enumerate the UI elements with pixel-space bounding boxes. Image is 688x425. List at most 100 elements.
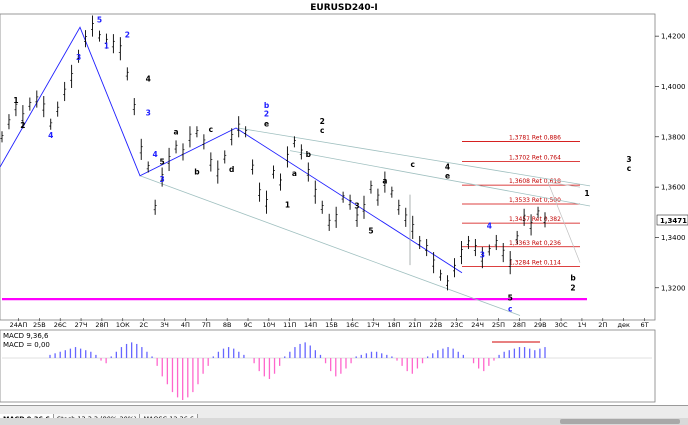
wave-label: 1	[13, 96, 18, 105]
forecast-line	[547, 181, 581, 263]
wave-label: c	[508, 305, 512, 314]
forecast-line	[547, 181, 581, 188]
wave-label: 5	[368, 227, 373, 236]
wave-label: 3	[626, 155, 631, 164]
wave-label: 4	[153, 150, 158, 159]
y-tick-label: 1,4000	[661, 83, 686, 91]
x-tick-label: 8В	[223, 321, 232, 329]
wave-label: b	[264, 101, 270, 110]
channel-mid-line	[289, 150, 591, 207]
wave-label: 4	[146, 74, 151, 83]
x-tick-label: 24Ч	[471, 321, 484, 329]
channel-upper-line	[237, 127, 591, 187]
wave-label: 1	[285, 200, 290, 209]
wave-label: 3	[146, 108, 151, 117]
x-tick-label: 1Ч	[578, 321, 587, 329]
x-tick-label: 17Ч	[367, 321, 380, 329]
x-tick-label: 27Ч	[75, 321, 88, 329]
wave-label: 4	[487, 222, 492, 231]
x-tick-label: 9С	[244, 321, 253, 329]
wave-label: 2	[125, 30, 130, 39]
wave-label: c	[411, 160, 415, 169]
x-tick-label: 22В	[429, 321, 442, 329]
wave-label: d	[229, 165, 234, 174]
x-tick-label: 25В	[33, 321, 46, 329]
retracement-label: 1,3457 Ret 0,382	[509, 216, 561, 223]
retracement-label: 1,3533 Ret 0,500	[509, 197, 561, 204]
macd-panel	[0, 329, 656, 403]
retracement-label: 1,3702 Ret 0,764	[509, 154, 561, 161]
x-tick-label: 30С	[555, 321, 568, 329]
x-tick-label: 28П	[95, 321, 108, 329]
retracement-label: 1,3781 Ret 0,886	[509, 135, 561, 142]
wave-label: 2	[320, 117, 325, 126]
current-price-tag	[656, 214, 688, 226]
wave-label: b	[570, 273, 576, 282]
wave-label: 2	[570, 283, 575, 292]
wave-label: 2	[264, 110, 269, 119]
x-tick-label: 25П	[492, 321, 505, 329]
wave-label: e	[264, 120, 269, 129]
scrollbar-thumb[interactable]	[560, 419, 680, 424]
wave-label: 3	[160, 175, 165, 184]
x-tick-label: 11П	[283, 321, 296, 329]
price-panel	[0, 13, 656, 321]
wave-label: 3	[354, 202, 359, 211]
x-tick-label: 29В	[534, 321, 547, 329]
y-tick-label: 1,3800	[661, 133, 686, 141]
wave-label: 3	[76, 53, 81, 62]
y-tick-label: 1,3400	[661, 234, 686, 242]
x-tick-label: 26С	[54, 321, 67, 329]
wave-label: c	[320, 126, 324, 135]
x-tick-label: дек	[617, 321, 629, 329]
wave-label: b	[306, 150, 312, 159]
y-tick-label: 1,4200	[661, 33, 686, 41]
channel-lower-line	[139, 175, 521, 316]
y-tick-label: 1,3200	[661, 284, 686, 292]
wave-label: 5	[508, 293, 513, 302]
chart-title: EURUSD240-I	[310, 3, 378, 13]
x-tick-label: 15В	[325, 321, 338, 329]
wave-label: 1	[104, 42, 109, 51]
current-price-label: 1,3471	[660, 217, 687, 225]
macd-value-label: MACD = 0,00	[3, 341, 50, 349]
wave-label: c	[627, 164, 631, 173]
horizontal-scrollbar[interactable]	[0, 418, 688, 425]
x-tick-label: 16С	[346, 321, 359, 329]
x-tick-label: 6Т	[641, 321, 649, 329]
x-tick-label: 3Ч	[160, 321, 169, 329]
wave-label: 4	[48, 131, 53, 140]
wave-label: 3	[480, 251, 485, 260]
y-tick-label: 1,3600	[661, 184, 686, 192]
wave-label: b	[194, 168, 200, 177]
x-tick-label: 2С	[139, 321, 148, 329]
wave-label: a	[174, 127, 179, 136]
wave-label: a	[292, 169, 297, 178]
wave-label: c	[209, 125, 213, 134]
x-tick-label: 10Ч	[263, 321, 276, 329]
wave-label: 1	[584, 189, 589, 198]
x-tick-label: 28П	[513, 321, 526, 329]
x-tick-label: 23С	[450, 321, 463, 329]
wave-label: 4	[445, 163, 450, 172]
retracement-label: 1,3284 Ret 0,114	[509, 260, 561, 267]
indicator-tabs: MACD 9,36,6Stoch 13,3,3 (80%-20%)MAOSC 1…	[0, 405, 688, 425]
macd-label: MACD 9,36,6	[3, 332, 49, 340]
x-tick-label: 18П	[388, 321, 401, 329]
wave-count-line	[0, 26, 463, 274]
wave-label: a	[382, 176, 387, 185]
wave-label: 2	[20, 121, 25, 130]
x-tick-label: 2П	[598, 321, 607, 329]
wave-label: 5	[160, 157, 165, 166]
x-tick-label: 21П	[408, 321, 421, 329]
x-tick-label: 24АП	[10, 321, 28, 329]
wave-label: 5	[97, 15, 102, 24]
retracement-label: 1,3608 Ret 0,618	[509, 178, 561, 185]
retracement-label: 1,3363 Ret 0,236	[509, 240, 561, 247]
x-tick-label: 7П	[202, 321, 211, 329]
wave-label: e	[445, 171, 450, 180]
x-tick-label: 14П	[304, 321, 317, 329]
x-tick-label: 1ОК	[116, 321, 130, 329]
x-tick-label: 4П	[181, 321, 190, 329]
